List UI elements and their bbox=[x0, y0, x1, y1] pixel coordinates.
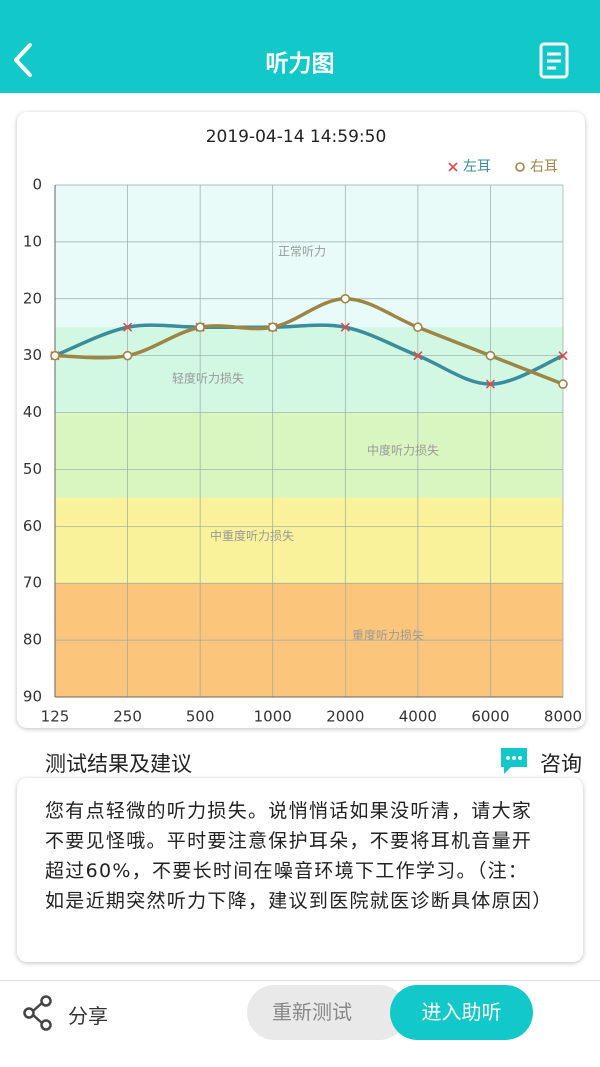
legend-label: 左耳 bbox=[463, 159, 491, 175]
band-label: 轻度听力损失 bbox=[172, 370, 244, 385]
y-tick-label: 40 bbox=[23, 403, 42, 421]
band-label: 中重度听力损失 bbox=[210, 528, 294, 543]
x-tick-label: 6000 bbox=[471, 708, 509, 726]
x-tick-label: 8000 bbox=[544, 708, 582, 726]
marker bbox=[195, 322, 205, 333]
result-heading: 测试结果及建议 bbox=[45, 752, 192, 776]
result-text: 您有点轻微的听力损失。说悄悄话如果没听清，请大家不要见怪哦。平时要注意保护耳朵，… bbox=[45, 800, 553, 912]
y-tick-label: 60 bbox=[23, 517, 42, 535]
marker bbox=[413, 351, 423, 361]
marker bbox=[413, 322, 423, 333]
consult-button[interactable]: 咨询 bbox=[540, 752, 582, 776]
x-tick-label: 125 bbox=[41, 708, 70, 726]
band bbox=[55, 412, 563, 498]
band-label: 正常听力 bbox=[278, 245, 326, 259]
header: 听力图 bbox=[0, 0, 600, 93]
result-card bbox=[17, 778, 583, 962]
legend-marker bbox=[448, 162, 458, 172]
legend-label: 右耳 bbox=[530, 159, 558, 175]
x-tick-label: 2000 bbox=[326, 708, 364, 726]
series-line bbox=[54, 297, 564, 386]
marker bbox=[558, 379, 568, 389]
back-button[interactable] bbox=[8, 40, 38, 80]
share-icon[interactable] bbox=[22, 995, 54, 1031]
legend-marker bbox=[515, 162, 525, 172]
marker bbox=[267, 322, 278, 333]
marker bbox=[485, 379, 495, 389]
consult-icon[interactable] bbox=[499, 746, 529, 776]
chart-date: 2019-04-14 14:59:50 bbox=[206, 127, 387, 147]
retest-button[interactable]: 重新测试 bbox=[247, 985, 407, 1040]
band bbox=[55, 497, 563, 584]
band bbox=[55, 327, 563, 413]
marker bbox=[340, 293, 351, 304]
y-tick-label: 70 bbox=[23, 574, 42, 592]
band-label: 重度听力损失 bbox=[352, 628, 424, 643]
marker bbox=[123, 322, 133, 332]
y-tick-label: 80 bbox=[23, 631, 42, 649]
marker bbox=[340, 322, 350, 332]
band bbox=[55, 185, 563, 328]
x-tick-label: 250 bbox=[113, 708, 142, 726]
x-tick-label: 500 bbox=[186, 708, 215, 726]
x-tick-label: 1000 bbox=[254, 708, 292, 726]
marker bbox=[122, 350, 133, 361]
y-tick-label: 50 bbox=[23, 460, 42, 478]
divider bbox=[0, 980, 600, 981]
x-tick-label: 4000 bbox=[399, 708, 437, 726]
share-button[interactable]: 分享 bbox=[68, 1004, 108, 1028]
marker bbox=[485, 350, 496, 361]
marker bbox=[558, 351, 568, 361]
y-tick-label: 20 bbox=[23, 289, 42, 307]
y-tick-label: 90 bbox=[23, 688, 42, 706]
y-tick-label: 30 bbox=[23, 346, 42, 364]
y-tick-label: 10 bbox=[23, 232, 42, 250]
band-label: 中度听力损失 bbox=[367, 443, 439, 458]
marker bbox=[50, 350, 60, 361]
chart: 2019-04-14 14:59:50 正常听力轻度听力损失中度听力损失中重度听… bbox=[23, 127, 582, 726]
series-line bbox=[54, 323, 564, 386]
record-button[interactable] bbox=[538, 42, 572, 80]
header-title: 听力图 bbox=[265, 51, 335, 77]
hearing-aid-button[interactable]: 进入助听 bbox=[390, 985, 533, 1040]
y-tick-label: 0 bbox=[32, 176, 42, 194]
